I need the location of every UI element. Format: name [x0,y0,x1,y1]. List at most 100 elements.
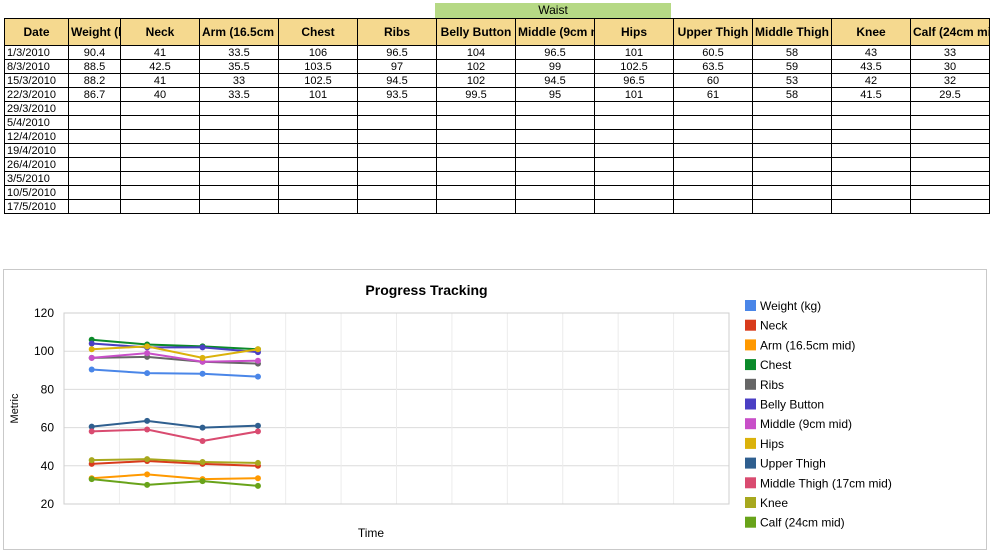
table-cell[interactable] [910,115,990,130]
table-cell[interactable]: 103.5 [278,59,358,74]
table-cell[interactable] [199,185,279,200]
table-cell[interactable] [199,143,279,158]
table-cell[interactable] [357,185,437,200]
table-cell[interactable]: 29.5 [910,87,990,102]
column-header[interactable]: Knee [831,18,911,46]
table-cell[interactable]: 86.7 [68,87,121,102]
table-cell[interactable]: 101 [594,45,674,60]
table-cell[interactable] [515,171,595,186]
table-cell[interactable]: 59 [752,59,832,74]
date-cell[interactable]: 3/5/2010 [4,171,69,186]
table-cell[interactable] [673,185,753,200]
table-cell[interactable] [515,115,595,130]
table-cell[interactable] [752,115,832,130]
table-cell[interactable]: 97 [357,59,437,74]
column-header[interactable]: Middle (9cm mid) [515,18,595,46]
table-cell[interactable]: 99.5 [436,87,516,102]
table-cell[interactable] [68,115,121,130]
table-cell[interactable] [436,101,516,116]
table-cell[interactable]: 101 [278,87,358,102]
table-cell[interactable]: 106 [278,45,358,60]
table-cell[interactable]: 41 [120,73,200,88]
table-cell[interactable] [199,129,279,144]
table-cell[interactable]: 61 [673,87,753,102]
table-cell[interactable] [752,143,832,158]
table-cell[interactable] [594,157,674,172]
table-cell[interactable] [515,101,595,116]
date-cell[interactable]: 10/5/2010 [4,185,69,200]
column-header[interactable]: Date [4,18,69,46]
table-cell[interactable] [436,185,516,200]
column-header[interactable]: Hips [594,18,674,46]
table-cell[interactable] [357,143,437,158]
table-cell[interactable]: 94.5 [515,73,595,88]
table-cell[interactable]: 96.5 [357,45,437,60]
table-cell[interactable] [752,157,832,172]
table-cell[interactable] [673,143,753,158]
table-cell[interactable]: 101 [594,87,674,102]
table-cell[interactable]: 102 [436,73,516,88]
table-cell[interactable] [357,199,437,214]
table-cell[interactable]: 33 [910,45,990,60]
table-cell[interactable] [68,171,121,186]
table-cell[interactable]: 63.5 [673,59,753,74]
table-cell[interactable] [594,185,674,200]
table-cell[interactable] [120,157,200,172]
table-cell[interactable] [831,185,911,200]
table-cell[interactable] [436,157,516,172]
table-cell[interactable] [436,143,516,158]
table-cell[interactable] [673,157,753,172]
table-cell[interactable]: 42 [831,73,911,88]
table-cell[interactable] [673,199,753,214]
table-cell[interactable] [357,157,437,172]
table-cell[interactable] [199,115,279,130]
column-header[interactable]: Ribs [357,18,437,46]
table-cell[interactable] [120,185,200,200]
column-header[interactable]: Belly Button [436,18,516,46]
table-cell[interactable] [278,143,358,158]
table-cell[interactable] [68,101,121,116]
table-cell[interactable]: 33.5 [199,45,279,60]
table-cell[interactable]: 33.5 [199,87,279,102]
column-header[interactable]: Middle Thigh (17cm mid) [752,18,832,46]
table-cell[interactable] [357,171,437,186]
table-cell[interactable] [199,157,279,172]
table-cell[interactable]: 90.4 [68,45,121,60]
date-cell[interactable]: 22/3/2010 [4,87,69,102]
table-cell[interactable] [831,199,911,214]
table-cell[interactable] [199,199,279,214]
table-cell[interactable] [831,157,911,172]
table-cell[interactable] [357,101,437,116]
date-cell[interactable]: 8/3/2010 [4,59,69,74]
table-cell[interactable] [68,157,121,172]
table-cell[interactable] [68,129,121,144]
table-cell[interactable]: 41.5 [831,87,911,102]
table-cell[interactable]: 88.5 [68,59,121,74]
table-cell[interactable] [752,129,832,144]
table-cell[interactable] [594,115,674,130]
table-cell[interactable]: 40 [120,87,200,102]
table-cell[interactable]: 33 [199,73,279,88]
table-cell[interactable] [910,101,990,116]
table-cell[interactable]: 94.5 [357,73,437,88]
table-cell[interactable] [68,185,121,200]
table-cell[interactable] [831,101,911,116]
table-cell[interactable] [120,171,200,186]
date-cell[interactable]: 26/4/2010 [4,157,69,172]
table-cell[interactable] [910,143,990,158]
table-cell[interactable] [594,199,674,214]
table-cell[interactable] [673,129,753,144]
column-header[interactable]: Arm (16.5cm mid) [199,18,279,46]
table-cell[interactable] [752,199,832,214]
date-cell[interactable]: 15/3/2010 [4,73,69,88]
table-cell[interactable]: 102.5 [594,59,674,74]
table-cell[interactable] [831,129,911,144]
column-header[interactable]: Weight (kg) [68,18,121,46]
date-cell[interactable]: 17/5/2010 [4,199,69,214]
chart-panel[interactable]: Progress Tracking 20 40 60 80 100 120 Time Metri… [3,269,987,550]
table-cell[interactable]: 96.5 [594,73,674,88]
table-cell[interactable] [120,199,200,214]
table-cell[interactable] [673,101,753,116]
table-cell[interactable] [120,101,200,116]
table-cell[interactable] [436,199,516,214]
